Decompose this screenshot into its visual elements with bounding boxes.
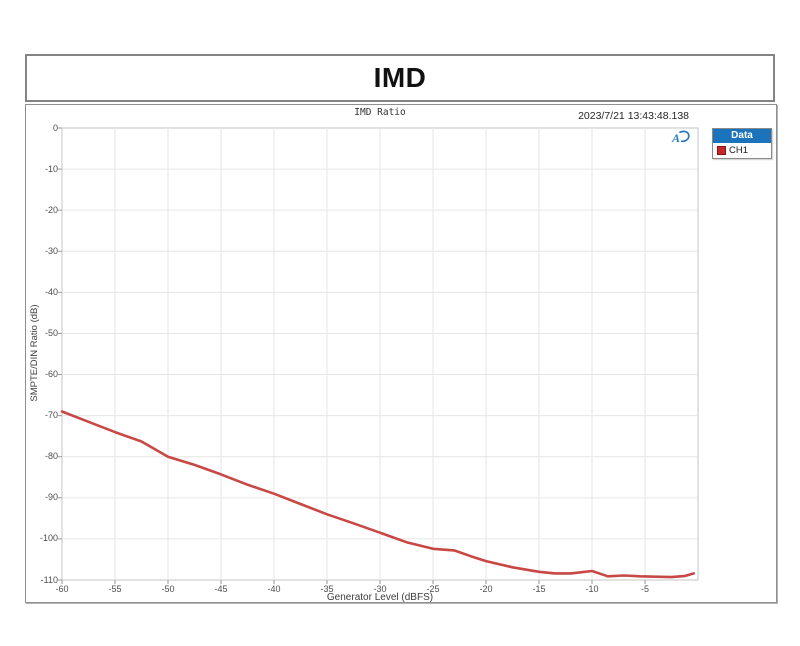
x-tick-label: -55 [108,584,122,594]
svg-text:A: A [671,131,680,145]
plot-area [58,127,699,584]
y-tick-label: -30 [44,245,58,256]
chart-panel: IMD Ratio 2023/7/21 13:43:48.138 -60 -55 -… [25,104,777,603]
y-tick-label: -60 [44,369,58,380]
x-tick-label: -20 [479,584,493,594]
ap-logo-icon: A [671,130,690,145]
y-tick-label: -80 [44,451,58,462]
x-tick-label: -10 [585,584,599,594]
legend: Data CH1 [712,128,772,159]
y-tick-label: -20 [44,204,58,215]
x-tick-label: -35 [320,584,334,594]
legend-item-label: CH1 [729,145,749,156]
y-tick-label: -70 [44,410,58,421]
x-tick-label: -60 [55,584,69,594]
y-tick-label: -90 [44,492,58,503]
legend-item-ch1: CH1 [713,143,771,158]
y-tick-label: -110 [40,574,58,585]
chart-title: IMD Ratio [354,107,406,118]
y-tick-label: -50 [44,327,58,338]
x-tick-label: -5 [640,584,649,594]
y-axis-title: SMPTE/DIN Ratio (dB) [29,304,40,402]
y-tick-label: 0 [52,122,58,133]
x-tick-label: -25 [426,584,440,594]
timestamp: 2023/7/21 13:43:48.138 [578,110,689,122]
ch1-color-swatch [717,146,726,155]
x-tick-label: -30 [373,584,387,594]
y-tick-label: -100 [39,533,58,544]
legend-header: Data [713,129,771,143]
report-title: IMD [373,62,427,93]
y-tick-label: -10 [44,163,58,174]
x-tick-label: -45 [214,584,228,594]
report-title-box: IMD [25,54,775,102]
y-tick-label: -40 [44,286,58,297]
x-tick-label: -15 [532,584,546,594]
x-tick-label: -50 [161,584,175,594]
x-axis-title: Generator Level (dBFS) [326,592,434,603]
x-tick-label: -40 [267,584,281,594]
